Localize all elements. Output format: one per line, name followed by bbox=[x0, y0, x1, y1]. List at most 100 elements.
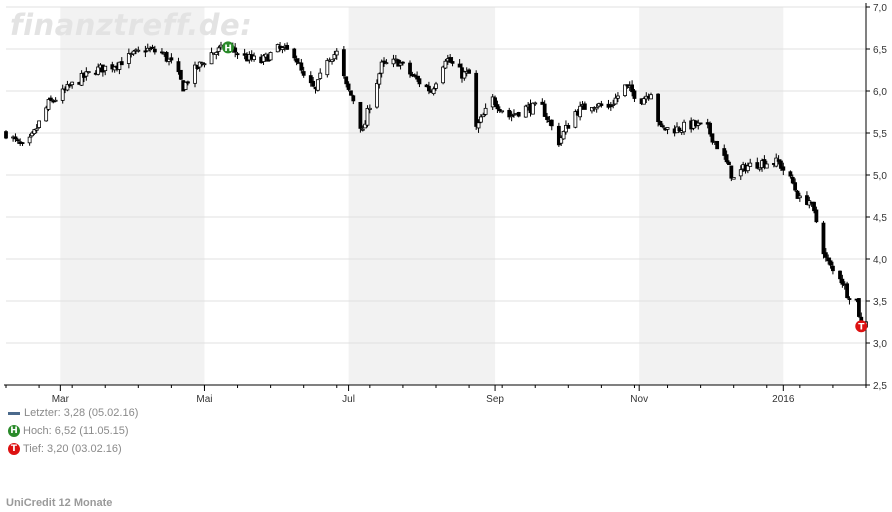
candle-body bbox=[805, 195, 809, 205]
candle-body bbox=[233, 47, 238, 53]
candle-body bbox=[377, 73, 382, 85]
candle-body bbox=[60, 88, 65, 101]
candle-body bbox=[334, 50, 339, 56]
candle-body bbox=[294, 58, 299, 63]
candle-body bbox=[46, 99, 51, 110]
candle-body bbox=[34, 128, 39, 131]
candle-body bbox=[292, 48, 297, 59]
candle-body bbox=[53, 99, 58, 102]
candle-body bbox=[731, 177, 736, 180]
candle-body bbox=[311, 80, 316, 87]
candle-body bbox=[363, 123, 368, 129]
low-marker-icon: T bbox=[8, 443, 20, 455]
candle-body bbox=[197, 61, 202, 68]
y-tick-label: 6,0 bbox=[873, 87, 887, 98]
candle-body bbox=[715, 140, 720, 150]
candle-body bbox=[573, 111, 578, 128]
candle-body bbox=[131, 50, 136, 55]
candle-body bbox=[360, 128, 365, 131]
candle-body bbox=[457, 63, 462, 68]
candle-body bbox=[847, 298, 852, 300]
candles bbox=[4, 41, 868, 331]
candle-body bbox=[441, 66, 445, 84]
candle-body bbox=[450, 61, 455, 64]
candle-body bbox=[301, 71, 306, 76]
candle-body bbox=[516, 112, 521, 117]
candle-body bbox=[814, 209, 819, 223]
candle-body bbox=[540, 101, 545, 105]
candle-body bbox=[764, 163, 769, 169]
candle-body bbox=[790, 176, 795, 184]
shaded-month-band bbox=[348, 7, 496, 385]
candle-body bbox=[613, 97, 618, 105]
x-tick-label: Mai bbox=[196, 394, 212, 405]
candle-body bbox=[698, 122, 703, 125]
candle-body bbox=[214, 51, 219, 56]
candle-body bbox=[625, 84, 630, 87]
candle-body bbox=[412, 74, 417, 77]
candle-body bbox=[677, 127, 682, 132]
candle-body bbox=[578, 105, 583, 118]
candle-body bbox=[599, 103, 604, 106]
candle-body bbox=[401, 61, 405, 64]
candle-body bbox=[566, 125, 571, 129]
candle-body bbox=[27, 136, 32, 144]
candle-body bbox=[561, 130, 566, 140]
candle-body bbox=[660, 125, 665, 128]
candle-body bbox=[308, 75, 313, 84]
candle-body bbox=[845, 283, 849, 299]
candle-body bbox=[729, 165, 734, 179]
candle-body bbox=[178, 69, 183, 80]
candle-body bbox=[148, 48, 153, 51]
candle-body bbox=[235, 53, 240, 56]
low-marker-letter: T bbox=[858, 323, 865, 333]
candle-body bbox=[136, 49, 141, 52]
candle-body bbox=[481, 114, 486, 118]
candle-body bbox=[727, 161, 731, 166]
candle-body bbox=[611, 104, 616, 106]
shaded-month-band bbox=[639, 7, 784, 385]
candle-body bbox=[545, 116, 549, 120]
high-marker-circle bbox=[222, 41, 235, 54]
y-tick-label: 3,0 bbox=[873, 339, 887, 350]
candle-body bbox=[823, 252, 828, 258]
candle-body bbox=[32, 129, 37, 135]
candle-body bbox=[415, 75, 419, 80]
candle-body bbox=[443, 60, 448, 69]
candle-body bbox=[448, 57, 453, 63]
candle-body bbox=[358, 101, 363, 129]
watermark: finanztreff.de: bbox=[10, 8, 253, 42]
candle-body bbox=[242, 53, 247, 56]
candle-body bbox=[13, 136, 18, 140]
candle-body bbox=[708, 122, 712, 135]
candle-body bbox=[126, 53, 131, 64]
legend-low-text: Tief: 3,20 (03.02.16) bbox=[23, 443, 122, 455]
candle-body bbox=[500, 110, 505, 113]
candle-body bbox=[349, 90, 353, 96]
candle-body bbox=[462, 71, 467, 79]
candle-body bbox=[417, 78, 422, 85]
candle-body bbox=[119, 61, 124, 66]
candle-body bbox=[44, 107, 49, 122]
candle-body bbox=[724, 154, 729, 163]
high-marker-icon: H bbox=[8, 425, 20, 437]
candle-body bbox=[318, 72, 323, 79]
y-tick-label: 2,5 bbox=[873, 381, 887, 392]
candle-body bbox=[391, 58, 396, 65]
candle-body bbox=[630, 84, 634, 93]
candle-body bbox=[112, 66, 117, 71]
candle-body bbox=[341, 49, 346, 77]
y-tick-label: 3,5 bbox=[873, 297, 887, 308]
candle-body bbox=[79, 72, 84, 86]
candle-body bbox=[37, 120, 41, 128]
candle-body bbox=[738, 169, 743, 177]
candle-body bbox=[169, 57, 174, 61]
shaded-month-band bbox=[60, 7, 205, 385]
legend: Letzter: 3,28 (05.02.16) H Hoch: 6,52 (1… bbox=[8, 404, 138, 458]
candle-body bbox=[186, 81, 190, 84]
candle-body bbox=[299, 62, 304, 71]
candle-body bbox=[84, 71, 89, 77]
candle-body bbox=[495, 104, 500, 110]
candle-body bbox=[382, 60, 386, 63]
candle-body bbox=[831, 265, 835, 272]
